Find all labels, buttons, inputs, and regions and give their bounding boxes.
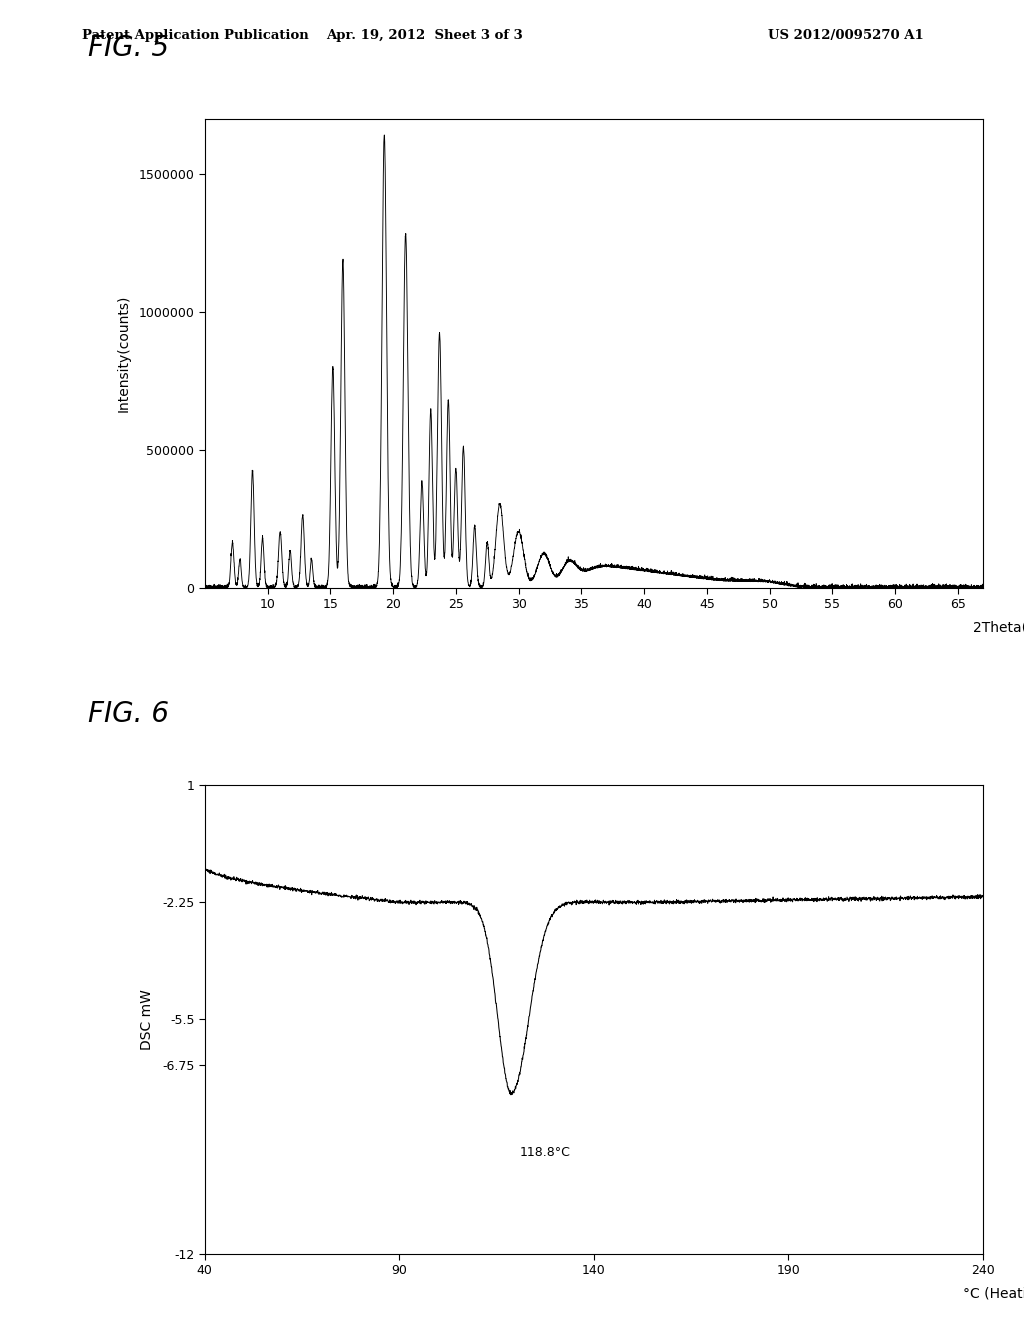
Y-axis label: Intensity(counts): Intensity(counts) <box>116 294 130 412</box>
Text: Apr. 19, 2012  Sheet 3 of 3: Apr. 19, 2012 Sheet 3 of 3 <box>327 29 523 42</box>
Text: 118.8°C: 118.8°C <box>519 1146 570 1159</box>
X-axis label: 2Theta(°): 2Theta(°) <box>973 620 1024 635</box>
Text: Patent Application Publication: Patent Application Publication <box>82 29 308 42</box>
Text: US 2012/0095270 A1: US 2012/0095270 A1 <box>768 29 924 42</box>
Y-axis label: DSC mW: DSC mW <box>139 989 154 1049</box>
Text: FIG. 6: FIG. 6 <box>88 701 169 729</box>
X-axis label: °C (Heating): °C (Heating) <box>964 1287 1024 1300</box>
Text: FIG. 5: FIG. 5 <box>88 34 169 62</box>
